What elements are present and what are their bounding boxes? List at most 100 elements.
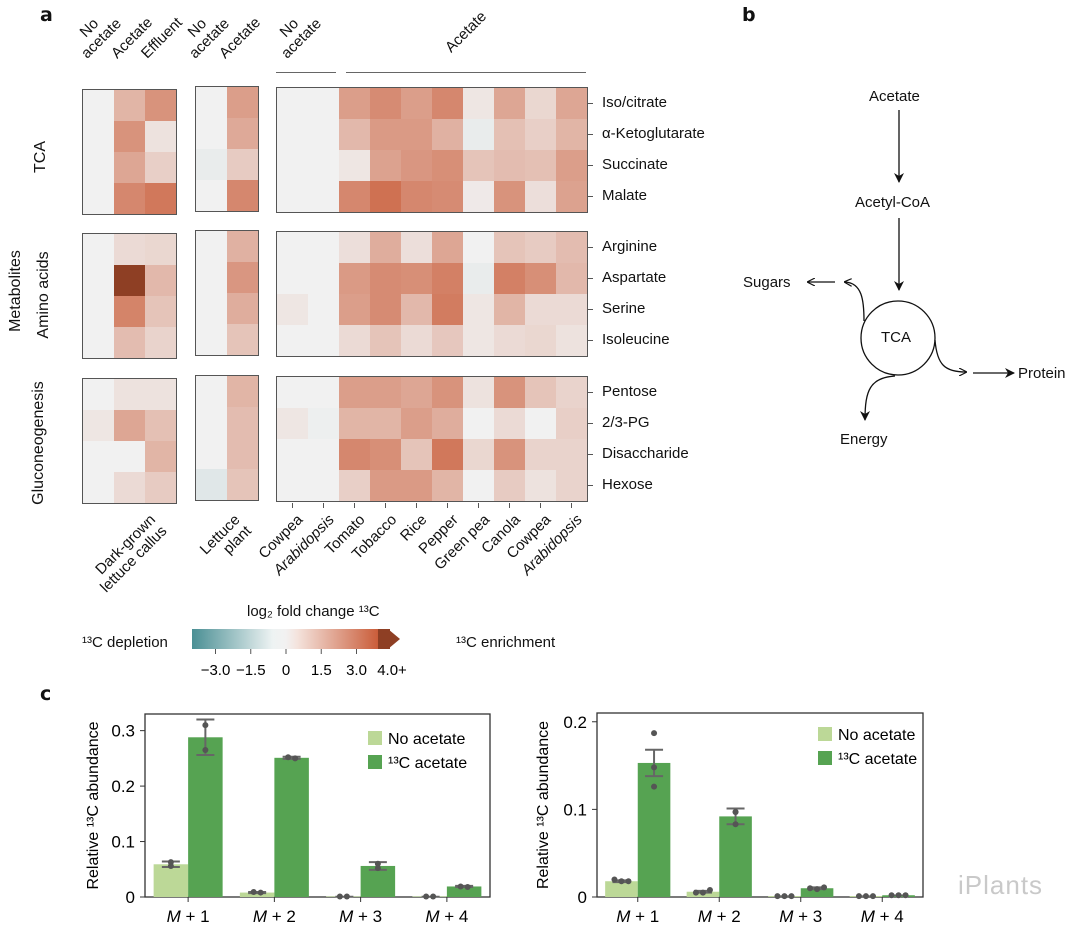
row-tick — [588, 422, 593, 424]
data-point — [374, 865, 381, 872]
heatmap-cell — [196, 324, 227, 355]
data-point — [611, 876, 618, 883]
heatmap-cell — [401, 119, 432, 150]
heatmap-cell — [277, 88, 308, 119]
legend-swatch — [368, 731, 382, 745]
heatmap-cell — [370, 119, 401, 150]
x-tick-label: M + 4 — [425, 907, 468, 926]
heatmap-cell — [308, 294, 339, 325]
heatmap-cell — [277, 470, 308, 501]
heatmap-cell — [114, 472, 145, 503]
data-point — [167, 862, 174, 869]
row-label: Disaccharide — [602, 444, 689, 462]
no-acetate-bracket-line — [276, 72, 336, 73]
data-point — [807, 885, 814, 892]
heatmap-cell — [556, 325, 587, 356]
heatmap-cell — [339, 408, 370, 439]
heatmap-cell — [494, 377, 525, 408]
heatmap-cell — [196, 87, 227, 118]
heatmap-cell — [83, 121, 114, 152]
arrow-tca-to-protein-curve — [934, 339, 966, 372]
colorbar-title: log₂ fold change ¹³C — [247, 603, 380, 620]
heatmap-cell — [525, 263, 556, 294]
heatmap-cell — [339, 232, 370, 263]
heatmap-cell — [277, 325, 308, 356]
heatmap-cell — [145, 379, 176, 410]
column-tick — [322, 503, 324, 508]
bar — [800, 888, 834, 897]
data-point — [202, 747, 209, 754]
heatmap-cell — [432, 294, 463, 325]
heatmap-cell — [370, 232, 401, 263]
row-label: Isoleucine — [602, 330, 670, 348]
legend-swatch — [368, 755, 382, 769]
heatmap-cell — [196, 149, 227, 180]
heatmap-cell — [114, 410, 145, 441]
heatmap-cell — [83, 472, 114, 503]
heatmap-cell — [227, 324, 258, 355]
bar-chart-left: 0 0.1 0.2 0.3 Relative ¹³C abundance M + 1 M +… — [85, 713, 491, 926]
heatmap-cell — [145, 183, 176, 214]
heatmap-cell — [401, 294, 432, 325]
heatmap-cell — [556, 263, 587, 294]
heatmap-cell — [370, 377, 401, 408]
heatmap-cell — [83, 379, 114, 410]
row-tick — [588, 246, 593, 248]
heatmap-cell — [277, 294, 308, 325]
heatmap-cell — [463, 439, 494, 470]
heatmap-cell — [277, 263, 308, 294]
data-point — [814, 886, 821, 893]
colorbar-tick-label: −3.0 — [201, 662, 231, 679]
bar — [719, 816, 752, 897]
heatmap-cell — [339, 294, 370, 325]
heatmap-cell — [463, 408, 494, 439]
heatmap-cell — [556, 181, 587, 212]
heatmap-cell — [432, 150, 463, 181]
heatmap-cell — [432, 439, 463, 470]
data-point — [374, 860, 381, 867]
heatmap-cell — [114, 379, 145, 410]
y-tick-label: 0 — [578, 888, 587, 907]
node-protein: Protein — [1018, 365, 1066, 382]
heatmap-cell — [432, 232, 463, 263]
heatmap-cell — [463, 232, 494, 263]
heatmap-cell — [83, 90, 114, 121]
heatmap-cell — [556, 232, 587, 263]
heatmap-cell — [114, 441, 145, 472]
data-point — [821, 884, 828, 891]
heatmap-cell — [227, 231, 258, 262]
bar — [239, 892, 275, 897]
row-label: Arginine — [602, 237, 658, 255]
legend-label: ¹³C acetate — [838, 751, 917, 768]
heatmap-cell — [525, 377, 556, 408]
x-tick-label: M + 1 — [616, 907, 659, 926]
heatmap-cell — [432, 377, 463, 408]
heatmap-cell — [463, 88, 494, 119]
heatmap-cell — [463, 150, 494, 181]
colorbar-tick-label: −1.5 — [236, 662, 266, 679]
column-group-label: No acetate — [276, 15, 325, 62]
heatmap-cell — [339, 150, 370, 181]
bar — [188, 737, 223, 897]
heatmap-cell — [227, 180, 258, 211]
data-point — [257, 889, 264, 896]
heatmap-cell — [196, 262, 227, 293]
heatmap-cell — [308, 119, 339, 150]
heatmap-cell — [277, 377, 308, 408]
heatmap-block-callus-1 — [82, 233, 177, 359]
node-energy: Energy — [840, 431, 888, 448]
row-tick — [588, 308, 593, 310]
heatmap-cell — [370, 263, 401, 294]
row-tick — [588, 164, 593, 166]
data-point — [618, 878, 625, 885]
data-point — [895, 892, 902, 899]
heatmap-cell — [370, 294, 401, 325]
data-point — [651, 764, 658, 771]
heatmap-block-plant-0 — [195, 86, 259, 212]
heatmap-cell — [370, 88, 401, 119]
heatmap-cell — [494, 408, 525, 439]
column-tick — [446, 503, 448, 508]
heatmap-cell — [83, 441, 114, 472]
heatmap-cell — [277, 150, 308, 181]
heatmap-cell — [277, 119, 308, 150]
